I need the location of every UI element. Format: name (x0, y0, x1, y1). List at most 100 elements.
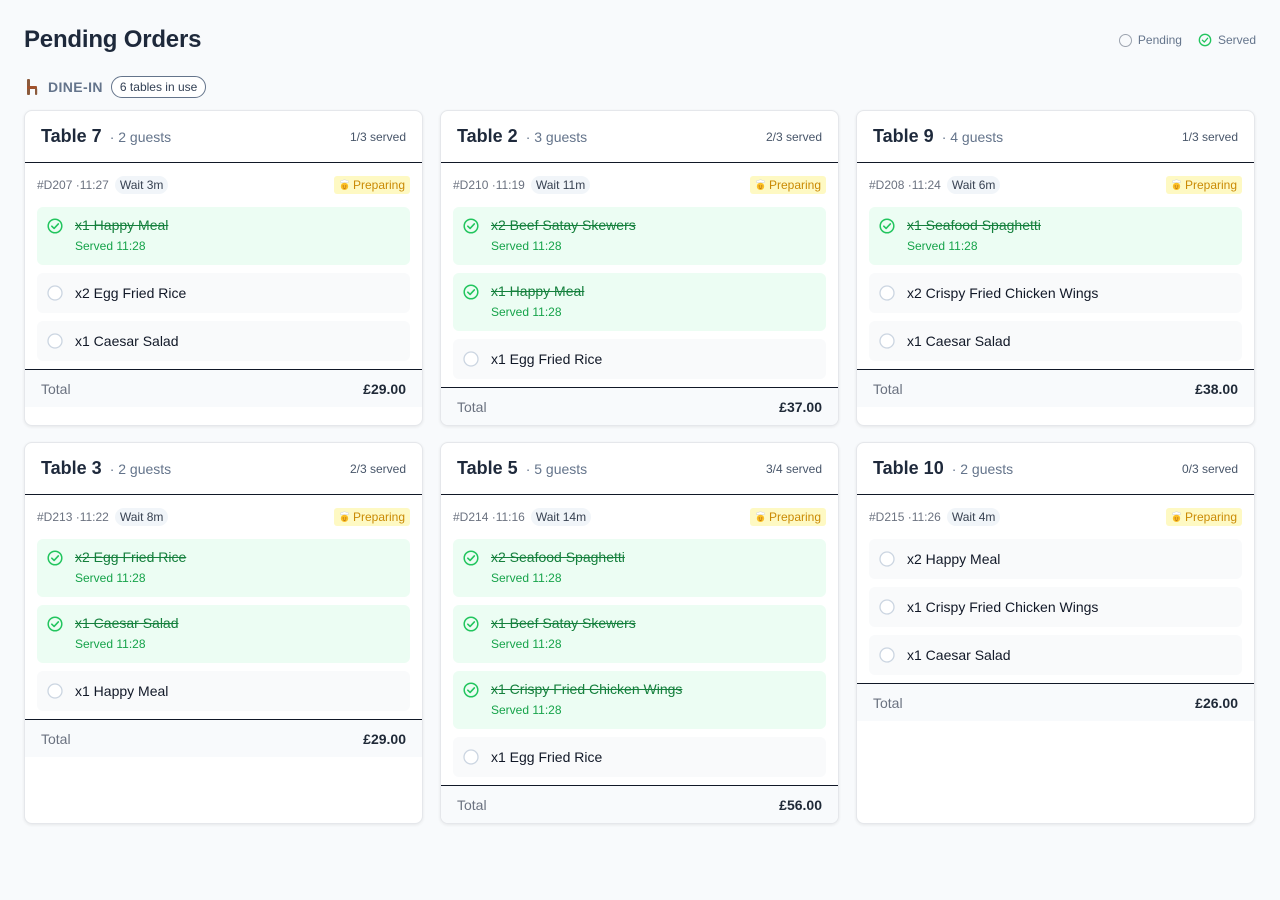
legend-pending-label: Pending (1137, 33, 1182, 47)
served-check-icon (47, 616, 63, 632)
pending-item[interactable]: x2 Crispy Fried Chicken Wings (869, 273, 1242, 313)
item-name: x2 Beef Satay Skewers (491, 217, 636, 233)
order-id: #D214 ·11:16 (453, 510, 525, 524)
order-meta: #D207 ·11:27 Wait 3m Preparing (25, 163, 422, 207)
status-label: Preparing (352, 178, 405, 192)
pending-checkbox-icon[interactable] (879, 647, 895, 663)
order-id: #D215 ·11:26 (869, 510, 941, 524)
section-label: DINE-IN (48, 79, 103, 95)
item-text: x2 Beef Satay Skewers Served 11:28 (491, 217, 636, 253)
card-footer: Total £29.00 (25, 369, 422, 407)
order-id: #D208 ·11:24 (869, 178, 941, 192)
pending-item[interactable]: x1 Caesar Salad (869, 321, 1242, 361)
status-badge: Preparing (1165, 508, 1242, 526)
cook-icon (1172, 511, 1181, 523)
item-name: x2 Crispy Fried Chicken Wings (907, 285, 1099, 301)
wait-time-badge: Wait 6m (946, 176, 1001, 194)
table-name: Table 7 (41, 126, 102, 146)
pending-checkbox-icon[interactable] (879, 551, 895, 567)
order-card: Table 9 · 4 guests 1/3 served #D208 ·11:24 W… (856, 110, 1255, 426)
item-name: x2 Egg Fried Rice (75, 285, 187, 301)
cook-icon (756, 179, 765, 191)
pending-checkbox-icon[interactable] (463, 749, 479, 765)
item-name: x1 Happy Meal (491, 283, 585, 299)
item-text: x1 Crispy Fried Chicken Wings Served 11:2… (491, 681, 682, 717)
legend-served: Served (1198, 33, 1256, 47)
wait-time-badge: Wait 4m (946, 508, 1001, 526)
item-name: x1 Egg Fried Rice (491, 749, 603, 765)
wait-time-badge: Wait 3m (114, 176, 169, 194)
status-label: Preparing (352, 510, 405, 524)
pending-checkbox-icon[interactable] (47, 683, 63, 699)
served-time: Served 11:28 (491, 239, 562, 253)
legend-pending: Pending (1118, 33, 1182, 47)
item-text: x1 Egg Fried Rice (491, 351, 602, 367)
status-badge: Preparing (333, 176, 410, 194)
order-total: £56.00 (779, 796, 822, 813)
pending-checkbox-icon[interactable] (47, 333, 63, 349)
status-badge: Preparing (333, 508, 410, 526)
order-card: Table 7 · 2 guests 1/3 served #D207 ·11:27 W… (24, 110, 423, 426)
item-name: x2 Seafood Spaghetti (491, 549, 625, 565)
pending-item[interactable]: x1 Happy Meal (37, 671, 410, 711)
order-meta: #D214 ·11:16 Wait 14m Preparing (441, 495, 838, 539)
pending-checkbox-icon[interactable] (463, 351, 479, 367)
item-name: x1 Caesar Salad (907, 647, 1011, 663)
pending-checkbox-icon[interactable] (47, 285, 63, 301)
table-name: Table 3 (41, 458, 102, 478)
card-footer: Total £56.00 (441, 785, 838, 823)
pending-checkbox-icon[interactable] (879, 599, 895, 615)
pending-item[interactable]: x2 Happy Meal (869, 539, 1242, 579)
served-item: x2 Egg Fried Rice Served 11:28 (37, 539, 410, 597)
card-footer: Total £38.00 (857, 369, 1254, 407)
pending-item[interactable]: x1 Egg Fried Rice (453, 339, 826, 379)
pending-item[interactable]: x1 Caesar Salad (869, 635, 1242, 675)
status-label: Preparing (768, 510, 821, 524)
order-total: £29.00 (363, 730, 406, 747)
total-label: Total (41, 730, 71, 747)
served-item: x1 Crispy Fried Chicken Wings Served 11:2… (453, 671, 826, 729)
item-text: x1 Crispy Fried Chicken Wings (907, 599, 1098, 615)
item-name: x1 Caesar Salad (907, 333, 1011, 349)
item-name: x1 Happy Meal (75, 217, 169, 233)
table-name: Table 9 (873, 126, 934, 146)
order-meta: #D210 ·11:19 Wait 11m Preparing (441, 163, 838, 207)
cook-icon (340, 511, 349, 523)
order-id: #D207 ·11:27 (37, 178, 109, 192)
pending-item[interactable]: x1 Crispy Fried Chicken Wings (869, 587, 1242, 627)
guest-count: · 2 guests (951, 460, 1014, 477)
item-name: x1 Crispy Fried Chicken Wings (907, 599, 1099, 615)
item-text: x1 Happy Meal (75, 683, 168, 699)
served-time: Served 11:28 (491, 703, 562, 717)
item-name: x1 Caesar Salad (75, 615, 179, 631)
item-name: x1 Crispy Fried Chicken Wings (491, 681, 683, 697)
guest-count: · 5 guests (525, 460, 588, 477)
order-items: x2 Seafood Spaghetti Served 11:28 x1 Beef … (441, 539, 838, 777)
card-header: Table 10 · 2 guests 0/3 served (857, 443, 1254, 495)
served-check-icon (463, 616, 479, 632)
pending-checkbox-icon[interactable] (879, 333, 895, 349)
table-name: Table 10 (873, 458, 944, 478)
pending-checkbox-icon[interactable] (879, 285, 895, 301)
pending-item[interactable]: x1 Caesar Salad (37, 321, 410, 361)
status-badge: Preparing (1165, 176, 1242, 194)
chair-icon (27, 79, 38, 95)
status-label: Preparing (768, 178, 821, 192)
pending-item[interactable]: x2 Egg Fried Rice (37, 273, 410, 313)
total-label: Total (873, 694, 903, 711)
served-progress: 1/3 served (1181, 129, 1238, 144)
order-id: #D213 ·11:22 (37, 510, 109, 524)
card-header: Table 2 · 3 guests 2/3 served (441, 111, 838, 163)
item-name: x1 Caesar Salad (75, 333, 179, 349)
status-label: Preparing (1184, 178, 1237, 192)
served-item: x2 Beef Satay Skewers Served 11:28 (453, 207, 826, 265)
table-name: Table 5 (457, 458, 518, 478)
pending-item[interactable]: x1 Egg Fried Rice (453, 737, 826, 777)
order-card: Table 10 · 2 guests 0/3 served #D215 ·11:26… (856, 442, 1255, 824)
page-title: Pending Orders (24, 26, 202, 53)
item-text: x1 Caesar Salad Served 11:28 (75, 615, 179, 651)
served-time: Served 11:28 (491, 305, 562, 319)
served-check-icon (463, 682, 479, 698)
order-items: x1 Seafood Spaghetti Served 11:28 x2 Crisp… (857, 207, 1254, 361)
wait-time-badge: Wait 8m (114, 508, 169, 526)
